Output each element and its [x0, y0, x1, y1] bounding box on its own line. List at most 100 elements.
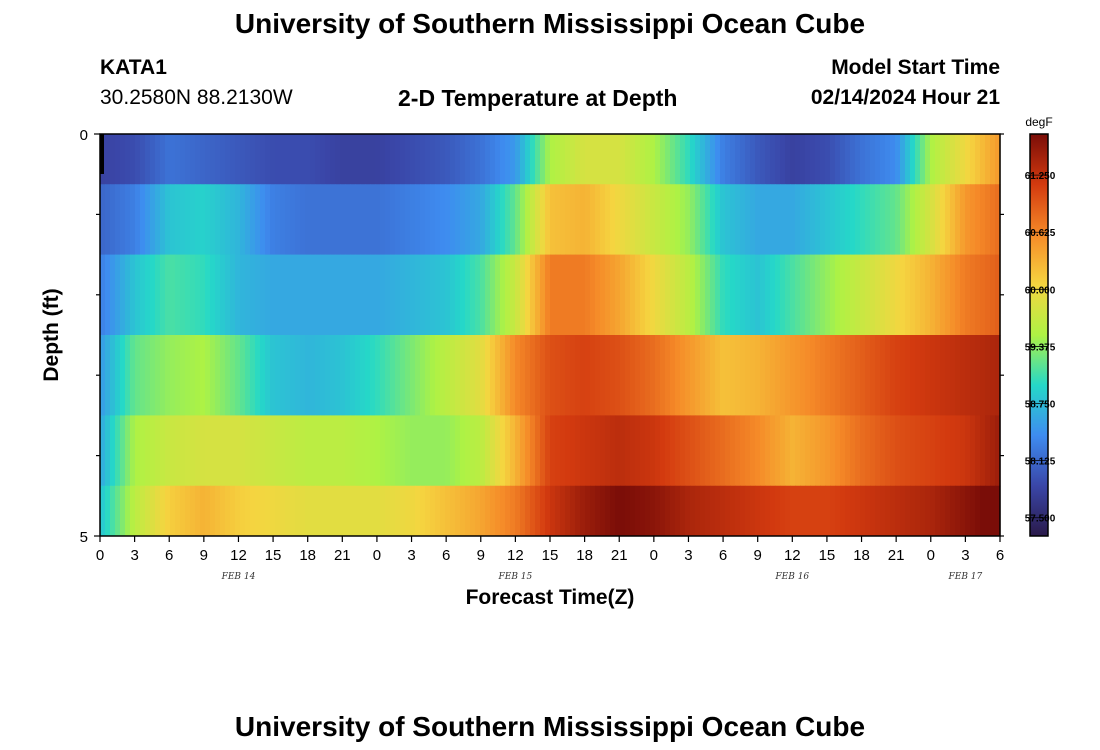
heatmap-cell [365, 184, 371, 256]
colorbar-tick-label: 59.375 [1025, 342, 1056, 353]
heatmap-cell [170, 335, 176, 416]
heatmap-cell [935, 254, 941, 336]
heatmap-cell [495, 335, 501, 416]
heatmap-cell [930, 485, 936, 537]
heatmap-cell [510, 184, 516, 256]
heatmap-cell [690, 134, 696, 185]
heatmap-cell [795, 485, 801, 537]
heatmap-cell [460, 254, 466, 336]
heatmap-cell [560, 415, 566, 487]
heatmap-cell [295, 254, 301, 336]
heatmap-cell [410, 254, 416, 336]
heatmap-cell [225, 184, 231, 256]
heatmap-cell [200, 134, 206, 185]
heatmap-cell [125, 485, 131, 537]
heatmap-cell [230, 485, 236, 537]
heatmap-cell [665, 254, 671, 336]
surface-marker [100, 134, 104, 174]
heatmap-cell [545, 335, 551, 416]
heatmap-cell [315, 184, 321, 256]
heatmap-cell [685, 335, 691, 416]
heatmap-cell [775, 254, 781, 336]
heatmap-cell [210, 415, 216, 487]
heatmap-cell [665, 184, 671, 256]
heatmap-cell [380, 485, 386, 537]
heatmap-cell [505, 335, 511, 416]
heatmap-cell [265, 415, 271, 487]
heatmap-cell [965, 485, 971, 537]
heatmap-cell [605, 254, 611, 336]
heatmap-cell [320, 485, 326, 537]
heatmap-cell [100, 485, 106, 537]
heatmap-cell [200, 415, 206, 487]
heatmap-cell [500, 485, 506, 537]
heatmap-cell [760, 184, 766, 256]
heatmap-cell [500, 254, 506, 336]
heatmap-cell [630, 415, 636, 487]
heatmap-cell [510, 415, 516, 487]
heatmap-cell [665, 134, 671, 185]
heatmap-cell [105, 254, 111, 336]
heatmap-cell [100, 184, 106, 256]
heatmap-cell [915, 335, 921, 416]
heatmap-cell [280, 415, 286, 487]
heatmap-cell [115, 335, 121, 416]
heatmap-cell [485, 335, 491, 416]
heatmap-cell [755, 415, 761, 487]
x-axis-label: Forecast Time(Z) [466, 586, 635, 609]
heatmap-cell [445, 184, 451, 256]
heatmap-cell [945, 134, 951, 185]
heatmap-cell [765, 335, 771, 416]
heatmap-cell [420, 184, 426, 256]
heatmap-cell [410, 184, 416, 256]
heatmap-cell [585, 184, 591, 256]
heatmap-cell [745, 485, 751, 537]
heatmap-cell [955, 254, 961, 336]
heatmap-cell [955, 415, 961, 487]
heatmap-cell [235, 415, 241, 487]
heatmap-cell [625, 254, 631, 336]
heatmap-cell [155, 335, 161, 416]
heatmap-cell [135, 254, 141, 336]
heatmap-cell [320, 134, 326, 185]
heatmap-cell [260, 184, 266, 256]
heatmap-cell [795, 184, 801, 256]
heatmap-cell [305, 335, 311, 416]
heatmap-cell [290, 184, 296, 256]
heatmap-cell [805, 335, 811, 416]
heatmap-cell [595, 134, 601, 185]
heatmap-cell [550, 415, 556, 487]
heatmap-cell [125, 415, 131, 487]
heatmap-cell [545, 134, 551, 185]
heatmap-cell [980, 485, 986, 537]
heatmap-cell [610, 335, 616, 416]
heatmap-cell [985, 335, 991, 416]
heatmap-cell [380, 184, 386, 256]
heatmap-cell [800, 335, 806, 416]
heatmap-cell [655, 254, 661, 336]
heatmap-cell [725, 134, 731, 185]
heatmap-cell [640, 485, 646, 537]
heatmap-cell [655, 415, 661, 487]
heatmap-cell [660, 134, 666, 185]
heatmap-cell [885, 485, 891, 537]
heatmap-cell [240, 485, 246, 537]
x-tick-label: 3 [407, 547, 415, 564]
heatmap-cell [665, 485, 671, 537]
heatmap-cell [835, 485, 841, 537]
heatmap-cell [920, 415, 926, 487]
heatmap-cell [880, 485, 886, 537]
heatmap-cell [295, 335, 301, 416]
heatmap-cell [965, 335, 971, 416]
heatmap-cell [660, 335, 666, 416]
heatmap-cell [835, 254, 841, 336]
heatmap-cell [925, 184, 931, 256]
heatmap-cell [975, 335, 981, 416]
heatmap-cell [465, 415, 471, 487]
heatmap-cell [780, 485, 786, 537]
colorbar-scale [1029, 133, 1049, 537]
heatmap-cell [855, 184, 861, 256]
heatmap-cell [120, 254, 126, 336]
heatmap-cell [335, 415, 341, 487]
heatmap-cell [985, 254, 991, 336]
